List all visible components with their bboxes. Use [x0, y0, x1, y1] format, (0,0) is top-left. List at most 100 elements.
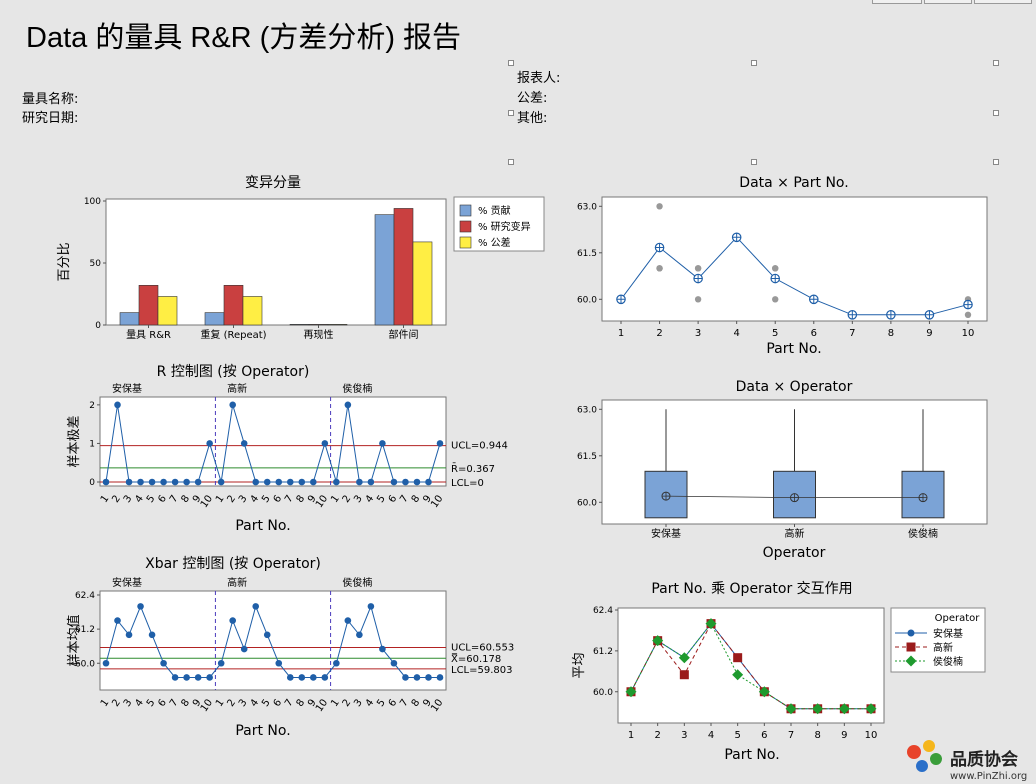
- x-tick-label: 4: [133, 697, 146, 709]
- x-tick-label: 部件间: [389, 328, 419, 341]
- x-tick-label: 侯俊楠: [908, 527, 938, 540]
- plot-area: [601, 196, 988, 322]
- data-point: [333, 478, 340, 486]
- x-tick-label: 10: [962, 328, 975, 339]
- data-point: [217, 478, 225, 486]
- bar: [412, 241, 433, 326]
- y-tick-label: 60.0: [577, 498, 597, 508]
- x-tick-label: 4: [133, 493, 146, 505]
- bar: [289, 324, 310, 326]
- x-tick-label: 再现性: [304, 328, 334, 341]
- data-point: [344, 401, 352, 409]
- data-point: [367, 478, 375, 486]
- selection-handle[interactable]: [751, 159, 757, 165]
- data-point: [379, 440, 386, 447]
- y-tick-label: 61.2: [75, 625, 95, 635]
- data-point: [194, 478, 202, 486]
- mean-marker-cross: [809, 295, 818, 304]
- data-point: [217, 659, 225, 667]
- plot-area: [99, 590, 447, 691]
- x-tick-label: 5: [145, 697, 158, 709]
- legend-label: 侯俊楠: [933, 655, 963, 668]
- lcl-label: LCL=0: [451, 478, 484, 489]
- series-marker: [785, 703, 797, 715]
- x-tick-label: 9: [191, 697, 204, 709]
- report-title: Data 的量具 R&R (方差分析) 报告: [26, 21, 461, 54]
- data-point: [413, 674, 421, 681]
- x-tick-label: 2: [110, 697, 123, 709]
- x-tick-label: 7: [849, 328, 855, 339]
- selection-handle[interactable]: [993, 60, 999, 66]
- mean-marker-cross: [694, 274, 703, 283]
- x-tick-label: 5: [375, 697, 388, 709]
- window-button-minimize[interactable]: [872, 0, 922, 4]
- series-line: [630, 622, 871, 710]
- data-point: [379, 645, 386, 653]
- operator-label: 高新: [227, 382, 247, 395]
- data-point: [356, 478, 363, 486]
- x-tick-label: 1: [214, 697, 227, 709]
- window-button-maximize[interactable]: [924, 0, 972, 4]
- x-axis-label: Part No.: [766, 341, 821, 357]
- mean-marker-cross: [790, 493, 799, 502]
- selection-handle[interactable]: [993, 110, 999, 116]
- data-point: [137, 478, 144, 486]
- mean-marker-cross: [848, 310, 857, 319]
- x-axis-label: Part No.: [724, 747, 779, 763]
- data-point: [160, 478, 167, 486]
- x-tick-label: 6: [272, 493, 285, 505]
- selection-handle[interactable]: [508, 159, 514, 165]
- data-point: [114, 401, 121, 409]
- data-point: [114, 617, 121, 624]
- selection-handle[interactable]: [993, 159, 999, 165]
- window-button-close[interactable]: [974, 0, 1032, 4]
- data-by-operator-chart: Data × Operator 60.0 61.5 63.0 安保基 高新 侯俊楠 Opera…: [577, 379, 988, 561]
- mean-marker-cross: [662, 492, 670, 501]
- x-tick-label: 10: [314, 493, 330, 510]
- x-tick-label: 3: [352, 493, 365, 505]
- bar: [223, 285, 244, 326]
- y-tick-label: 60.0: [577, 295, 597, 305]
- data-by-part-chart: Data × Part No. 60.0 61.5 63.0 1 2 3 4 5 6 7 8 9 10 Pa…: [577, 175, 988, 357]
- y-tick-label: 61.5: [577, 452, 597, 462]
- bar: [138, 285, 159, 326]
- y-tick-label: 62.4: [75, 591, 95, 601]
- mean-marker-cross: [964, 300, 972, 309]
- legend-label: % 贡献: [478, 204, 511, 217]
- data-point: [333, 659, 340, 667]
- x-tick-label: 10: [429, 493, 445, 510]
- operator-label: 侯俊楠: [342, 382, 372, 395]
- x-tick-label: 安保基: [651, 527, 681, 540]
- data-point: [229, 617, 236, 624]
- data-point: [298, 478, 306, 486]
- data-point: [402, 478, 409, 486]
- selection-handle[interactable]: [508, 60, 514, 66]
- data-point: [183, 674, 190, 681]
- mean-marker-cross: [771, 274, 780, 283]
- selection-handle[interactable]: [751, 60, 757, 66]
- data-point: [148, 631, 156, 639]
- legend-swatch: [459, 236, 472, 249]
- data-point: [183, 478, 190, 486]
- x-tick-label: 4: [249, 697, 262, 709]
- y-tick-label: 2: [89, 401, 95, 411]
- x-tick-label: 1: [329, 493, 342, 505]
- data-point: [772, 265, 779, 272]
- logo-dot-blue: [916, 760, 928, 772]
- chart-title: Xbar 控制图 (按 Operator): [145, 556, 321, 572]
- data-point: [390, 659, 398, 667]
- mean-marker-cross: [732, 233, 741, 242]
- lcl-label: LCL=59.803: [451, 665, 513, 676]
- x-tick-label: 5: [145, 493, 158, 505]
- x-tick-label: 7: [283, 697, 296, 709]
- x-tick-label: 6: [387, 493, 400, 505]
- x-tick-label: 3: [237, 697, 250, 709]
- x-tick-label: 10: [199, 493, 215, 510]
- selection-handle[interactable]: [508, 110, 514, 116]
- x-tick-label: 9: [926, 328, 932, 339]
- x-tick-label: 2: [225, 697, 238, 709]
- legend-swatch: [459, 204, 472, 217]
- series-marker: [906, 642, 916, 652]
